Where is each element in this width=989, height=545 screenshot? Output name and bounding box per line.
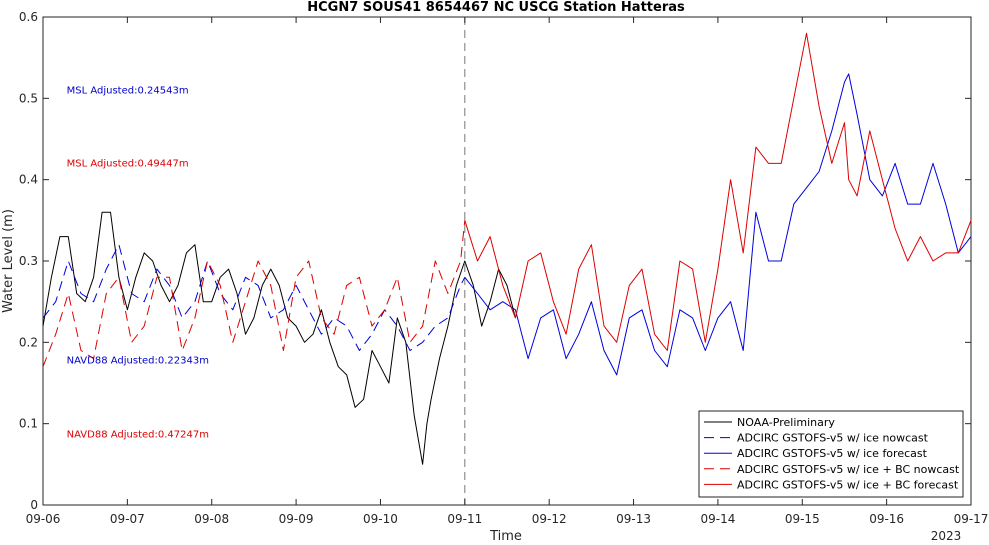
- x-tick-label: 09-07: [110, 512, 145, 526]
- x-tick-label: 09-17: [954, 512, 989, 526]
- series-line-0: [42, 211, 516, 465]
- x-axis-year: 2023: [931, 529, 962, 541]
- x-tick-label: 09-08: [194, 512, 229, 526]
- y-axis-label: Water Level (m): [1, 209, 16, 313]
- datum-annotation: NAVD88 Adjusted:0.47247m: [67, 429, 209, 440]
- legend-label: ADCIRC GSTOFS-v5 w/ ice + BC nowcast: [737, 463, 960, 476]
- x-tick-label: 09-09: [279, 512, 314, 526]
- series-line-4: [464, 32, 972, 351]
- series-line-1: [42, 244, 466, 351]
- datum-annotation: NAVD88 Adjusted:0.22343m: [67, 355, 209, 366]
- x-tick-label: 09-16: [869, 512, 904, 526]
- axis-ticks: 09-06 09-07 09-08 09-09 09-10 09-11 09-12 09-13…: [19, 10, 989, 526]
- x-tick-label: 09-12: [532, 512, 567, 526]
- y-tick-label: 0.1: [19, 417, 38, 431]
- series-line-2: [464, 73, 972, 376]
- series-lines: [42, 32, 972, 465]
- x-tick-label: 09-14: [700, 512, 735, 526]
- y-tick-label: 0.3: [19, 254, 38, 268]
- x-tick-label: 09-11: [447, 512, 482, 526]
- x-tick-label: 09-10: [363, 512, 398, 526]
- legend-label: ADCIRC GSTOFS-v5 w/ ice + BC forecast: [737, 478, 959, 491]
- x-axis-label: Time: [489, 529, 522, 541]
- legend-label: ADCIRC GSTOFS-v5 w/ ice forecast: [737, 447, 928, 460]
- x-tick-label: 09-06: [26, 512, 61, 526]
- datum-annotation: MSL Adjusted:0.24543m: [67, 85, 189, 96]
- legend: NOAA-Preliminary ADCIRC GSTOFS-v5 w/ ice …: [698, 410, 964, 498]
- legend-label: ADCIRC GSTOFS-v5 w/ ice nowcast: [737, 432, 929, 445]
- y-tick-label: 0.6: [19, 10, 38, 24]
- chart-title: HCGN7 SOUS41 8654467 NC USCG Station Hat…: [307, 0, 685, 15]
- x-tick-label: 09-13: [616, 512, 651, 526]
- datum-annotation: MSL Adjusted:0.49447m: [67, 159, 189, 170]
- legend-label: NOAA-Preliminary: [737, 416, 835, 429]
- y-tick-label: 0.2: [19, 335, 38, 349]
- series-line-3: [42, 220, 466, 367]
- legend-box: [698, 410, 964, 498]
- datum-annotations: MSL Adjusted:0.24543m MSL Adjusted:0.4944…: [67, 85, 209, 440]
- y-tick-label: 0: [30, 498, 38, 512]
- y-tick-label: 0.4: [19, 173, 38, 187]
- y-tick-label: 0.5: [19, 91, 38, 105]
- x-tick-label: 09-15: [785, 512, 820, 526]
